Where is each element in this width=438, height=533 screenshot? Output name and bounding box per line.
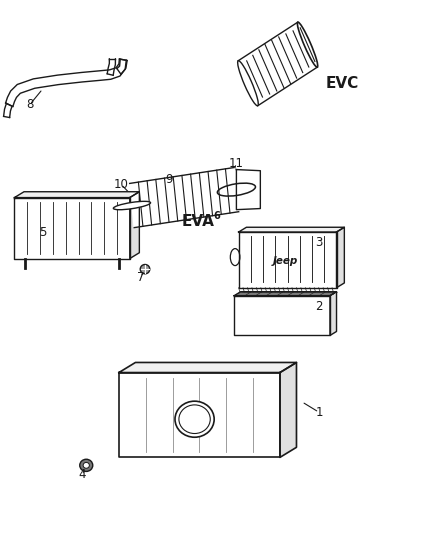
- Ellipse shape: [140, 264, 150, 274]
- Polygon shape: [119, 362, 297, 373]
- Polygon shape: [239, 227, 344, 232]
- Text: 11: 11: [229, 157, 244, 169]
- Polygon shape: [336, 227, 344, 288]
- Text: 7: 7: [137, 271, 145, 284]
- Ellipse shape: [238, 61, 258, 106]
- Polygon shape: [6, 59, 127, 107]
- Text: 4: 4: [78, 469, 86, 481]
- Text: EVC: EVC: [325, 76, 359, 91]
- Polygon shape: [130, 167, 239, 228]
- Ellipse shape: [83, 463, 89, 469]
- Text: 1: 1: [315, 406, 323, 419]
- Polygon shape: [4, 103, 12, 118]
- Text: 3: 3: [315, 236, 323, 249]
- Polygon shape: [234, 292, 336, 296]
- Polygon shape: [119, 373, 280, 457]
- Text: 8: 8: [26, 98, 33, 111]
- Text: EVA: EVA: [182, 214, 215, 229]
- Polygon shape: [237, 169, 260, 209]
- Polygon shape: [117, 59, 126, 74]
- Polygon shape: [107, 59, 116, 75]
- Text: 10: 10: [113, 178, 128, 191]
- Polygon shape: [14, 198, 130, 259]
- Ellipse shape: [175, 401, 214, 437]
- Text: 6: 6: [214, 211, 220, 221]
- Polygon shape: [234, 296, 330, 335]
- Polygon shape: [238, 22, 318, 106]
- Ellipse shape: [80, 459, 93, 471]
- Polygon shape: [130, 192, 139, 259]
- Ellipse shape: [113, 201, 151, 209]
- Text: 9: 9: [165, 173, 173, 185]
- Polygon shape: [280, 362, 297, 457]
- Text: Jeep: Jeep: [273, 256, 298, 266]
- Polygon shape: [330, 292, 336, 335]
- Text: 5: 5: [39, 225, 46, 239]
- Polygon shape: [14, 192, 139, 198]
- Polygon shape: [239, 232, 336, 288]
- Text: 2: 2: [315, 300, 323, 313]
